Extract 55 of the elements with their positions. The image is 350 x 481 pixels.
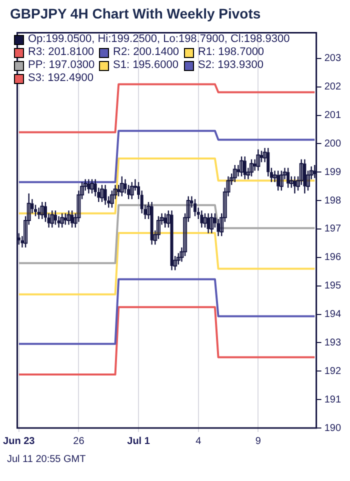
legend-label: R3: 201.8100 <box>28 46 94 59</box>
x-tick-label: 4 <box>196 436 202 447</box>
y-tick-label: 203 <box>324 53 342 64</box>
candlestick <box>256 148 260 172</box>
x-tick-label: Jul 1 <box>127 436 150 447</box>
y-tick-label: 194 <box>324 309 342 320</box>
candlestick <box>87 178 90 194</box>
candlestick <box>232 164 237 183</box>
candlestick <box>240 156 244 177</box>
chart-title: GBPJPY 4H Chart With Weekly Pivots <box>10 5 261 22</box>
candlestick <box>210 212 214 234</box>
legend-label: S1: 195.6000 <box>113 59 178 72</box>
x-tick-label: Jun 23 <box>3 436 36 447</box>
candlestick <box>54 210 57 226</box>
candlestick <box>194 198 197 217</box>
candlestick <box>104 184 107 206</box>
candlestick <box>50 210 54 228</box>
y-tick-label: 191 <box>324 394 342 406</box>
candlestick <box>243 156 246 180</box>
legend-label: S3: 192.4900 <box>28 72 94 85</box>
candlestick <box>250 158 254 177</box>
candlestick <box>66 210 71 226</box>
text: Jul 11 20:55 GMT <box>7 454 86 465</box>
y-tick-label: 193 <box>324 337 342 348</box>
y-tick-label: 200 <box>324 138 342 150</box>
y-tick-label: 195 <box>324 280 342 292</box>
legend-label: PP: 197.0300 <box>28 59 95 72</box>
candlestick <box>70 210 74 228</box>
candlestick <box>200 210 204 228</box>
y-tick-label: 201 <box>324 110 342 121</box>
legend-label: R2: 200.1400 <box>113 46 180 59</box>
y-tick-label: 198 <box>324 195 342 206</box>
y-tick-label: 197 <box>324 224 342 235</box>
y-tick-label: 202 <box>324 82 342 93</box>
legend-label: S2: 193.9300 <box>198 59 264 72</box>
candlestick <box>100 184 104 203</box>
y-tick-label: 196 <box>324 252 342 264</box>
candlestick <box>40 201 44 220</box>
legend-label: Op:199.0500, Hi:199.2500, Lo:198.7900, Cl:198.9300 <box>28 33 290 46</box>
legend-label: R1: 198.7000 <box>198 46 264 59</box>
candlestick <box>293 176 296 194</box>
candlestick <box>286 167 290 188</box>
candlestick <box>303 158 306 194</box>
candlestick <box>164 212 167 228</box>
candlestick <box>120 176 124 197</box>
x-tick-label: 9 <box>255 436 262 447</box>
candlestick <box>90 178 94 194</box>
candlestick <box>130 181 134 200</box>
y-tick-label: 199 <box>324 166 342 178</box>
y-tick-label: 192 <box>324 366 342 377</box>
y-tick-label: 190 <box>324 422 342 434</box>
candlestick <box>276 170 280 192</box>
candlestick <box>279 170 284 192</box>
x-tick-label: 26 <box>73 436 85 447</box>
candlestick <box>60 212 64 228</box>
